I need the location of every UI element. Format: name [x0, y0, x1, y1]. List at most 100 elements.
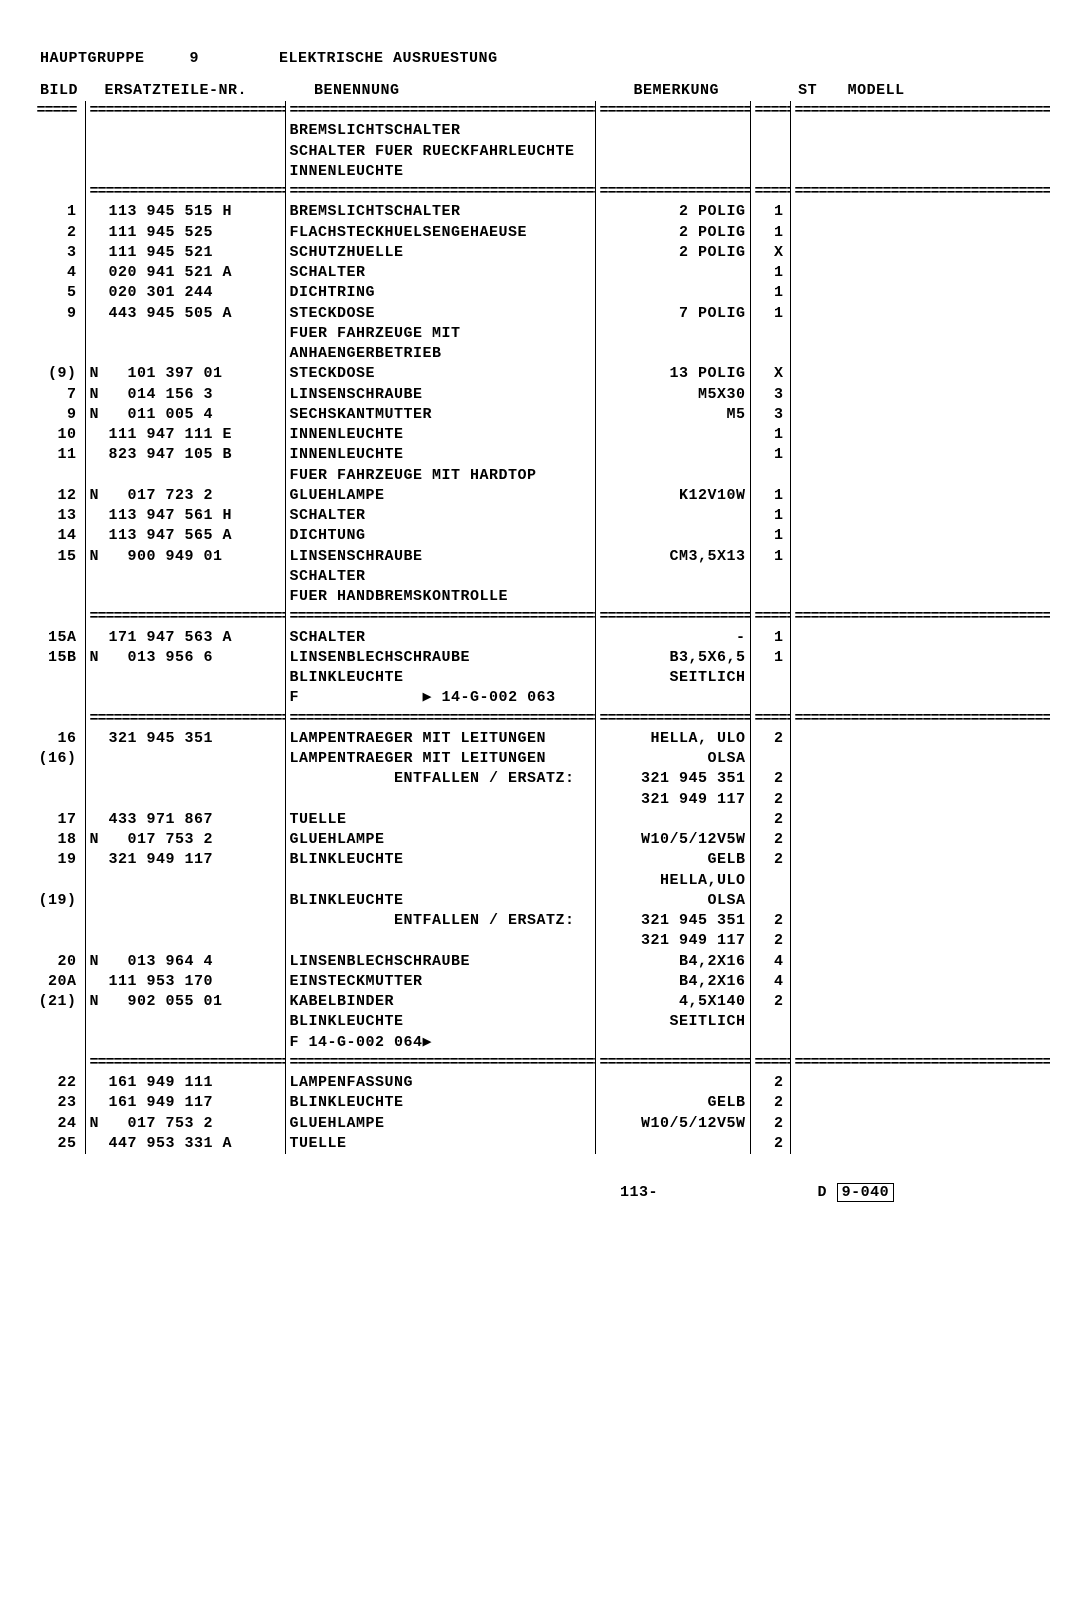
cell-model [790, 506, 1050, 526]
cell-bild [30, 324, 85, 344]
cell-benennung: BREMSLICHTSCHALTER [285, 202, 595, 222]
cell-part: N 900 949 01 [85, 547, 285, 567]
cell-benennung: SCHUTZHUELLE [285, 243, 595, 263]
cell-bild: 7 [30, 385, 85, 405]
cell-bemerkung: K12V10W [595, 486, 750, 506]
table-row: 2 111 945 525FLACHSTECKHUELSENGEHAEUSE2 … [30, 223, 1050, 243]
group-number: 9 [190, 50, 270, 67]
cell-st: 1 [750, 223, 790, 243]
cell-st: 1 [750, 263, 790, 283]
cell-benennung: BREMSLICHTSCHALTER [285, 121, 595, 141]
cell-bemerkung: 321 945 351 [595, 911, 750, 931]
cell-bild: 3 [30, 243, 85, 263]
cell-bemerkung: OLSA [595, 749, 750, 769]
cell-st [750, 344, 790, 364]
cell-bemerkung: GELB [595, 1093, 750, 1113]
cell-st [750, 466, 790, 486]
cell-part: 113 947 565 A [85, 526, 285, 546]
cell-bemerkung [595, 324, 750, 344]
cell-part: N 013 956 6 [85, 648, 285, 668]
cell-part [85, 1033, 285, 1053]
cell-model [790, 1093, 1050, 1113]
table-row: 4 020 941 521 ASCHALTER1 [30, 263, 1050, 283]
cell-model [790, 688, 1050, 708]
cell-part: 020 941 521 A [85, 263, 285, 283]
cell-part [85, 162, 285, 182]
table-row: 15A 171 947 563 ASCHALTER-1 [30, 628, 1050, 648]
cell-part [85, 911, 285, 931]
cell-bemerkung [595, 506, 750, 526]
cell-bild: 24 [30, 1114, 85, 1134]
cell-benennung: LINSENBLECHSCHRAUBE [285, 952, 595, 972]
col-modell: MODELL [848, 82, 905, 99]
cell-st [750, 121, 790, 141]
cell-bild [30, 871, 85, 891]
table-row: F 14-G-002 064▶ [30, 1033, 1050, 1053]
table-row: 14 113 947 565 ADICHTUNG1 [30, 526, 1050, 546]
cell-bild [30, 1033, 85, 1053]
cell-bemerkung: 321 949 117 [595, 790, 750, 810]
cell-st [750, 567, 790, 587]
cell-bemerkung: B4,2X16 [595, 952, 750, 972]
cell-model [790, 466, 1050, 486]
cell-bemerkung: 13 POLIG [595, 364, 750, 384]
cell-bemerkung: 321 945 351 [595, 769, 750, 789]
cell-part [85, 587, 285, 607]
cell-benennung: SCHALTER [285, 567, 595, 587]
cell-bemerkung [595, 526, 750, 546]
cell-part [85, 1012, 285, 1032]
table-row: F ▶ 14-G-002 063 [30, 688, 1050, 708]
table-row: FUER FAHRZEUGE MIT [30, 324, 1050, 344]
cell-bild: 9 [30, 304, 85, 324]
cell-bemerkung [595, 162, 750, 182]
cell-st [750, 1033, 790, 1053]
cell-benennung: LAMPENTRAEGER MIT LEITUNGEN [285, 729, 595, 749]
cell-bild: (9) [30, 364, 85, 384]
cell-model [790, 202, 1050, 222]
table-row: (9)N 101 397 01STECKDOSE13 POLIGX [30, 364, 1050, 384]
cell-benennung [285, 931, 595, 951]
cell-benennung: FUER FAHRZEUGE MIT [285, 324, 595, 344]
table-row: FUER HANDBREMSKONTROLLE [30, 587, 1050, 607]
cell-part: 111 953 170 [85, 972, 285, 992]
table-row: 23 161 949 117BLINKLEUCHTEGELB2 [30, 1093, 1050, 1113]
cell-bild: 20A [30, 972, 85, 992]
cell-bild [30, 769, 85, 789]
cell-model [790, 304, 1050, 324]
cell-benennung: GLUEHLAMPE [285, 1114, 595, 1134]
cell-bemerkung [595, 121, 750, 141]
cell-model [790, 142, 1050, 162]
cell-bemerkung [595, 466, 750, 486]
cell-st: 2 [750, 850, 790, 870]
col-bild: BILD [40, 82, 95, 99]
cell-bemerkung [595, 283, 750, 303]
table-row: (21)N 902 055 01KABELBINDER4,5X1402 [30, 992, 1050, 1012]
cell-part: 443 945 505 A [85, 304, 285, 324]
cell-model [790, 769, 1050, 789]
cell-bild [30, 344, 85, 364]
table-row: 16 321 945 351LAMPENTRAEGER MIT LEITUNGE… [30, 729, 1050, 749]
cell-part [85, 567, 285, 587]
cell-bild: 16 [30, 729, 85, 749]
cell-benennung [285, 871, 595, 891]
separator-row: ========================================… [30, 1053, 1050, 1073]
cell-st [750, 587, 790, 607]
cell-part [85, 871, 285, 891]
cell-benennung: ENTFALLEN / ERSATZ: [285, 911, 595, 931]
cell-part: 113 947 561 H [85, 506, 285, 526]
cell-part [85, 688, 285, 708]
table-row: INNENLEUCHTE [30, 162, 1050, 182]
cell-st: 2 [750, 769, 790, 789]
cell-st: 1 [750, 526, 790, 546]
cell-benennung: SCHALTER [285, 506, 595, 526]
cell-part [85, 121, 285, 141]
cell-part: N 902 055 01 [85, 992, 285, 1012]
cell-model [790, 283, 1050, 303]
cell-benennung: BLINKLEUCHTE [285, 891, 595, 911]
cell-benennung: TUELLE [285, 810, 595, 830]
cell-benennung: F 14-G-002 064▶ [285, 1033, 595, 1053]
cell-bild [30, 1012, 85, 1032]
cell-bemerkung: HELLA, ULO [595, 729, 750, 749]
cell-model [790, 587, 1050, 607]
cell-model [790, 648, 1050, 668]
